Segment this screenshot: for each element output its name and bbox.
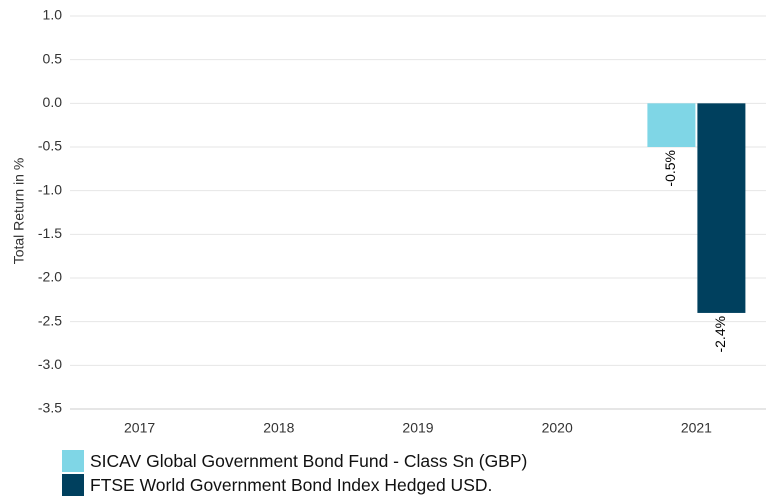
y-tick-label: -2.5 [38,312,62,328]
y-axis-ticks: 1.0 0.5 0.0 -0.5 -1.0 -1.5 -2.0 -2.5 -3.0 -3.5 [38,7,62,416]
bar [697,103,746,313]
y-axis-label: Total Return in % [11,158,27,265]
y-tick-label: -3.0 [38,356,62,372]
y-tick-label: 0.5 [43,50,63,66]
bar-chart: 1.0 0.5 0.0 -0.5 -1.0 -1.5 -2.0 -2.5 -3.0 -3.5 20… [11,7,766,436]
legend-item-index: FTSE World Government Bond Index Hedged … [62,473,527,497]
y-tick-label: -3.5 [38,400,62,416]
bars [647,103,746,313]
data-labels: -0.5% -2.4% [662,150,728,353]
legend-label-fund: SICAV Global Government Bond Fund - Clas… [90,450,528,471]
legend-swatch-index [62,474,84,496]
y-tick-label: -2.0 [38,269,62,285]
x-tick-label: 2018 [263,420,294,436]
y-tick-label: 1.0 [43,7,63,23]
x-tick-label: 2020 [542,420,573,436]
x-tick-label: 2017 [124,420,155,436]
legend: SICAV Global Government Bond Fund - Clas… [62,449,527,497]
data-label: -0.5% [662,150,678,187]
y-tick-label: 0.0 [43,94,63,110]
legend-label-index: FTSE World Government Bond Index Hedged … [90,474,493,495]
legend-item-fund: SICAV Global Government Bond Fund - Clas… [62,449,527,473]
y-tick-label: -0.5 [38,138,62,154]
y-tick-label: -1.5 [38,225,62,241]
bar [647,103,696,147]
data-label: -2.4% [712,316,728,353]
gridlines [70,15,766,366]
legend-swatch-fund [62,450,84,472]
x-tick-label: 2019 [402,420,433,436]
y-tick-label: -1.0 [38,181,62,197]
x-tick-label: 2021 [681,420,712,436]
x-axis-ticks: 2017 2018 2019 2020 2021 [124,420,712,436]
